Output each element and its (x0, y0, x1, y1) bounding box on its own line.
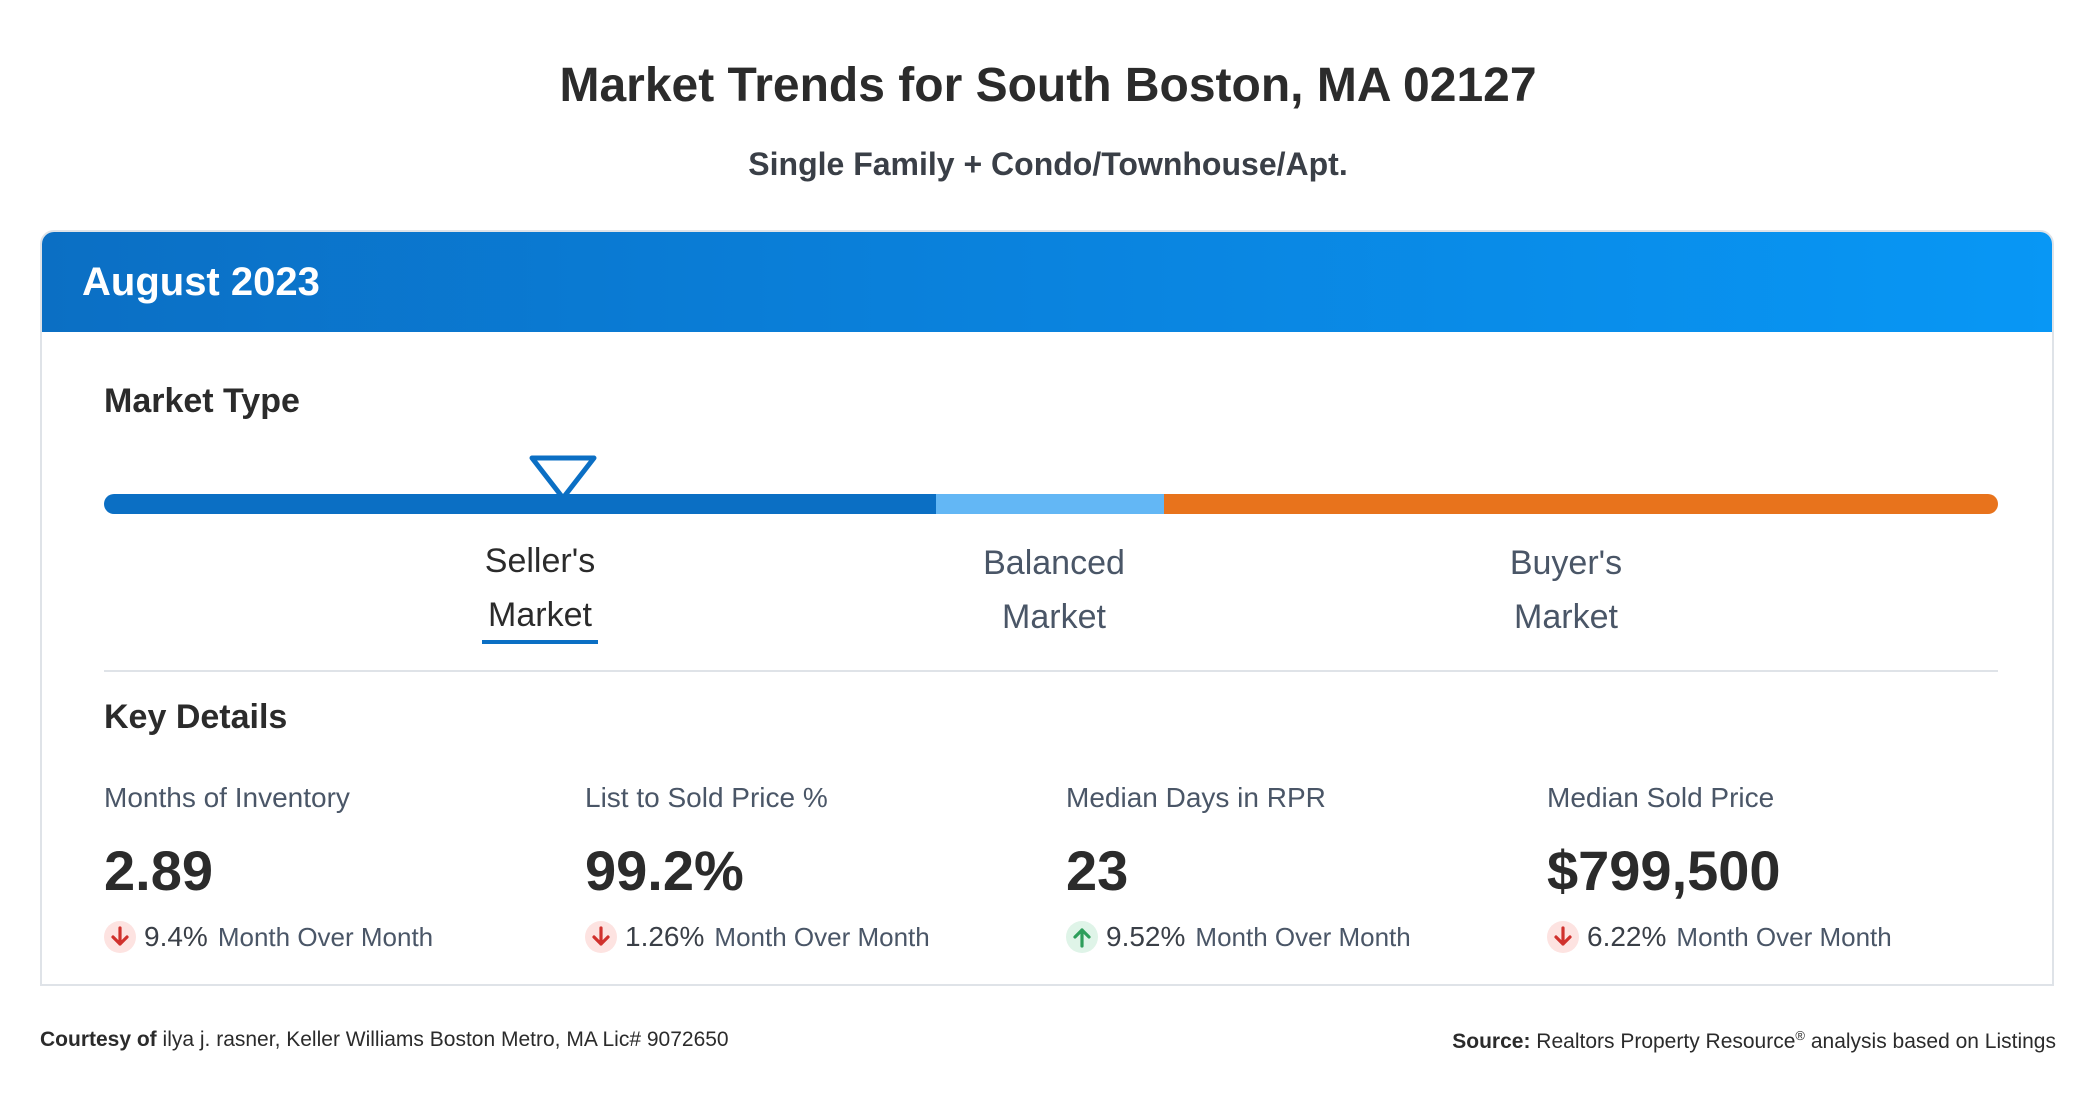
scale-segment-seller (104, 494, 936, 514)
market-label-seller: Seller's Market (484, 542, 596, 634)
change-label: Month Over Month (217, 922, 434, 952)
scale-segment-buyer (1164, 494, 1998, 514)
stat-median-sold-price: Median Sold Price $799,500 6.22% Month O… (1547, 780, 1987, 954)
courtesy-text: ilya j. rasner, Keller Williams Boston M… (162, 1028, 729, 1051)
stat-change: 9.4% Month Over Month (104, 920, 544, 954)
change-label: Month Over Month (1676, 922, 1892, 952)
arrow-down-icon (585, 921, 617, 953)
stat-label: List to Sold Price % (585, 782, 828, 813)
stat-label: Median Days in RPR (1066, 782, 1326, 813)
source-label: Source: (1452, 1030, 1531, 1053)
market-label-buyer: Buyer's Market (1509, 544, 1623, 636)
market-type-scale (104, 494, 1998, 514)
source-text: Realtors Property Resource (1536, 1030, 1796, 1053)
stat-value: 2.89 (104, 839, 213, 902)
arrow-down-icon (1547, 921, 1579, 953)
page-title: Market Trends for South Boston, MA 02127 (559, 59, 1537, 112)
courtesy-footer: Courtesy of ilya j. rasner, Keller Willi… (40, 1028, 729, 1052)
market-type-heading: Market Type (104, 382, 300, 420)
stat-change: 9.52% Month Over Month (1066, 920, 1506, 954)
seller-market-underline (482, 640, 598, 644)
stat-median-days-in-rpr: Median Days in RPR 23 9.52% Month Over M… (1066, 780, 1506, 954)
change-percent: 9.4% (144, 921, 208, 952)
stat-value: 23 (1066, 839, 1129, 902)
section-divider (104, 670, 1998, 672)
key-details-heading: Key Details (104, 698, 288, 736)
stat-list-to-sold-price: List to Sold Price % 99.2% 1.26% Month O… (585, 780, 1025, 954)
stat-value: 99.2% (585, 839, 744, 902)
change-label: Month Over Month (714, 922, 930, 952)
stat-change: 6.22% Month Over Month (1547, 920, 1987, 954)
stat-label: Months of Inventory (104, 782, 350, 813)
stat-months-of-inventory: Months of Inventory 2.89 9.4% Month Over… (104, 780, 544, 954)
page-subtitle: Single Family + Condo/Townhouse/Apt. (748, 146, 1348, 182)
registered-mark: ® (1795, 1028, 1805, 1043)
source-text-suffix: analysis based on Listings (1805, 1030, 2056, 1053)
change-label: Month Over Month (1195, 922, 1411, 952)
period-label: August 2023 (82, 259, 320, 304)
change-percent: 6.22% (1587, 921, 1667, 952)
card-header: August 2023 (42, 232, 2052, 332)
arrow-up-icon (1066, 921, 1098, 953)
arrow-down-icon (104, 921, 136, 953)
courtesy-label: Courtesy of (40, 1028, 157, 1051)
change-percent: 1.26% (625, 921, 705, 952)
change-percent: 9.52% (1106, 921, 1186, 952)
market-trends-card: August 2023 Market Type Seller's Market … (40, 230, 2054, 986)
stat-value: $799,500 (1547, 839, 1781, 902)
market-label-balanced: Balanced Market (983, 544, 1125, 636)
market-position-marker-icon (529, 455, 597, 501)
scale-segment-balanced (936, 494, 1164, 514)
stat-label: Median Sold Price (1547, 782, 1775, 813)
stat-change: 1.26% Month Over Month (585, 920, 1025, 954)
source-footer: Source: Realtors Property Resource® anal… (1452, 1028, 2056, 1054)
